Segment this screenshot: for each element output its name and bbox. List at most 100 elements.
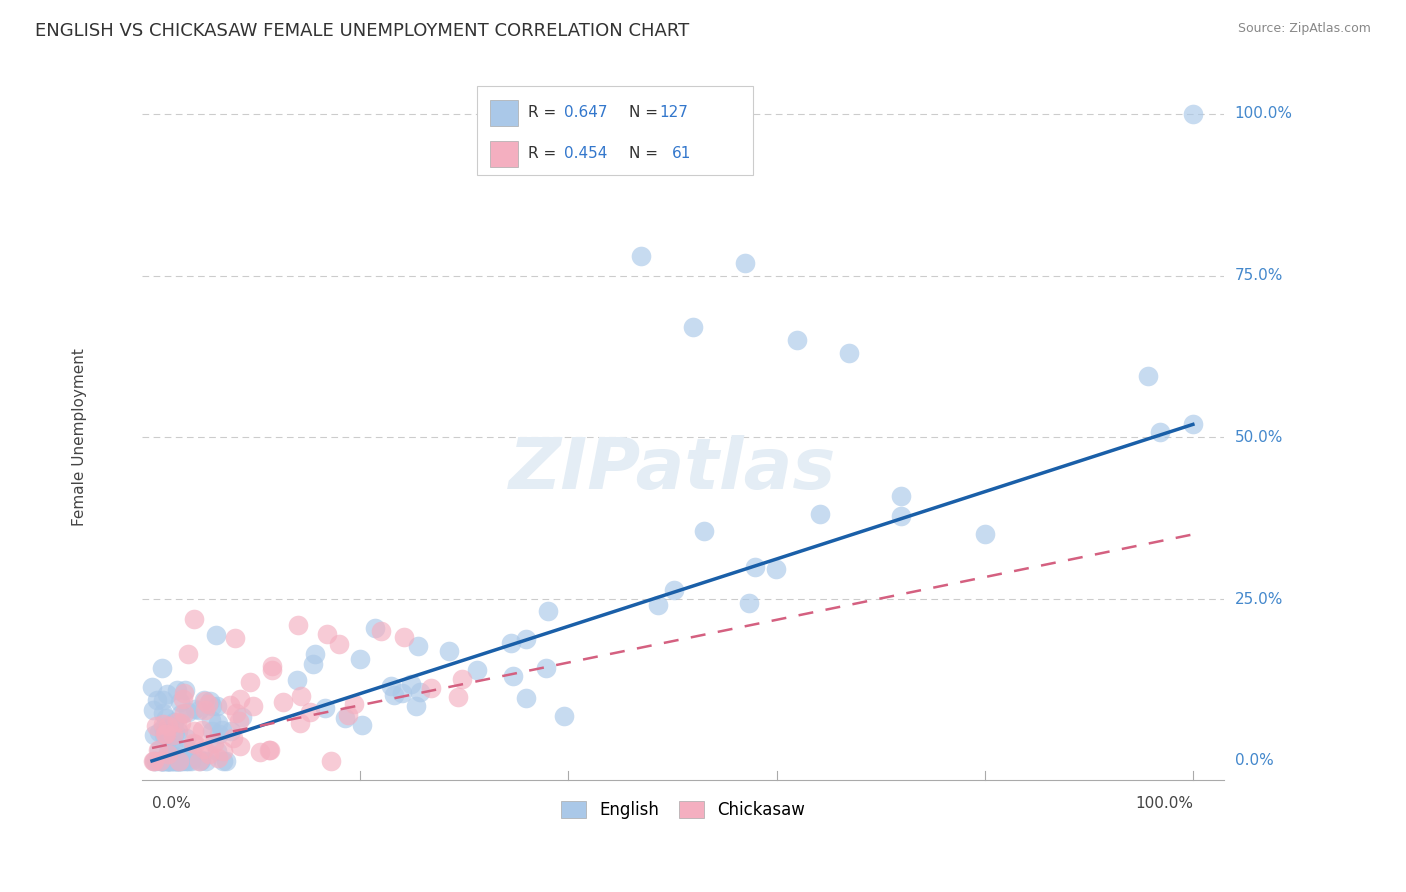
Point (174, 683, 197, 698)
Point (174, 731, 197, 746)
Text: ZIPatlas: ZIPatlas (509, 435, 837, 504)
Point (153, 728, 176, 742)
Point (173, 706, 195, 720)
Point (142, 754, 165, 768)
Point (155, 754, 177, 768)
Point (191, 723, 214, 738)
Legend: English, Chickasaw: English, Chickasaw (554, 794, 811, 825)
Point (738, 596, 761, 610)
Text: 0.454: 0.454 (564, 146, 607, 161)
Point (146, 742, 169, 756)
Point (200, 713, 222, 727)
Point (328, 637, 350, 651)
Text: 61: 61 (672, 146, 692, 161)
Point (162, 728, 184, 742)
Point (193, 694, 215, 708)
Text: N =: N = (628, 146, 662, 161)
Point (349, 652, 371, 666)
Point (166, 754, 188, 768)
Point (177, 754, 200, 768)
Point (166, 754, 188, 768)
Point (174, 754, 197, 768)
Point (299, 705, 322, 719)
Point (1149, 425, 1171, 439)
Point (165, 754, 187, 768)
Point (167, 754, 190, 768)
Point (155, 711, 177, 725)
Point (153, 723, 176, 738)
Point (744, 559, 766, 574)
Point (808, 507, 831, 521)
Point (382, 689, 405, 703)
Point (502, 669, 524, 683)
Point (333, 711, 356, 725)
Point (163, 714, 186, 729)
Point (451, 673, 474, 687)
Point (193, 741, 215, 756)
Point (973, 527, 995, 541)
Point (647, 598, 669, 612)
Point (352, 718, 374, 732)
Point (290, 690, 312, 704)
Point (153, 727, 176, 741)
Point (201, 698, 224, 713)
Point (394, 630, 416, 644)
Point (156, 746, 179, 760)
Text: Female Unemployment: Female Unemployment (72, 349, 87, 526)
Point (157, 754, 180, 768)
Point (314, 701, 336, 715)
Point (302, 657, 325, 671)
Point (149, 754, 172, 768)
Point (155, 727, 177, 741)
Text: 25.0%: 25.0% (1234, 591, 1282, 607)
Point (176, 742, 198, 756)
Point (173, 686, 195, 700)
Point (630, 249, 652, 263)
Point (1136, 369, 1159, 384)
Point (693, 524, 716, 538)
Point (193, 693, 215, 707)
Point (405, 698, 427, 713)
Point (553, 708, 575, 723)
Point (534, 661, 557, 675)
Point (155, 754, 177, 768)
Point (262, 663, 284, 677)
Point (150, 754, 173, 768)
Point (194, 754, 217, 768)
Point (273, 695, 295, 709)
Point (408, 685, 430, 699)
Point (420, 681, 443, 696)
Point (160, 754, 183, 768)
Point (159, 738, 181, 752)
Point (212, 744, 235, 758)
Point (176, 750, 198, 764)
Point (304, 647, 326, 661)
Point (162, 738, 184, 752)
Point (172, 750, 194, 764)
Point (515, 691, 537, 706)
Point (890, 489, 912, 503)
Point (537, 604, 560, 618)
Point (343, 697, 366, 711)
Point (177, 647, 200, 661)
Point (889, 508, 911, 523)
Point (370, 624, 392, 639)
Point (1181, 107, 1204, 121)
Point (162, 754, 184, 768)
Point (401, 677, 423, 691)
Point (166, 715, 188, 730)
Point (201, 724, 224, 739)
Text: N =: N = (628, 105, 662, 120)
Point (211, 723, 233, 737)
Text: 127: 127 (659, 105, 688, 120)
Point (662, 583, 685, 598)
Point (150, 754, 173, 768)
Point (194, 703, 217, 717)
Point (364, 621, 387, 635)
Point (183, 723, 205, 738)
FancyBboxPatch shape (491, 141, 519, 167)
Point (156, 747, 179, 762)
Point (165, 724, 187, 739)
Point (180, 754, 202, 768)
Point (172, 692, 194, 706)
